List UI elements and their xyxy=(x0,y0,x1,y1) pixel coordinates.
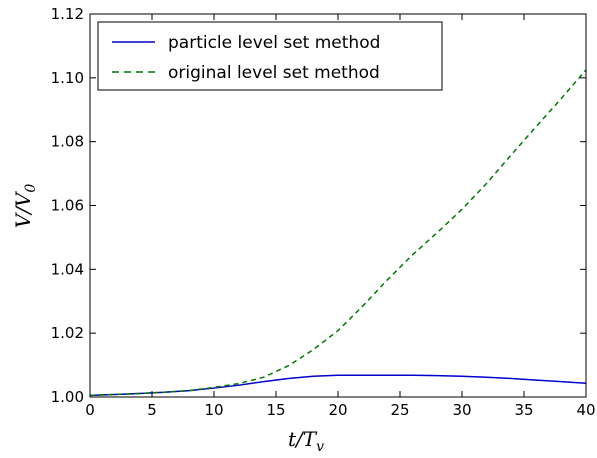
series-layer xyxy=(89,69,587,397)
svg-text:V/V0: V/V0 xyxy=(11,184,39,229)
x-tick-label: 25 xyxy=(390,401,409,419)
x-tick-label: 40 xyxy=(576,401,595,419)
x-axis-title: t/Tv xyxy=(288,427,324,455)
x-tick-label: 20 xyxy=(328,401,347,419)
x-axis-title-subscript: v xyxy=(316,439,324,455)
x-tick-label: 15 xyxy=(266,401,285,419)
x-tick-label: 30 xyxy=(452,401,471,419)
legend-box xyxy=(97,21,443,91)
x-tick-label: 5 xyxy=(147,401,157,419)
x-tick-label: 35 xyxy=(514,401,533,419)
legend: particle level set method original level… xyxy=(97,21,443,91)
series-line-original-level-set xyxy=(89,69,587,397)
legend-label-original-level-set: original level set method xyxy=(168,63,380,83)
y-tick-label: 1.08 xyxy=(51,133,84,151)
svg-text:t/Tv: t/Tv xyxy=(288,427,324,455)
y-axis-title: V/V0 xyxy=(11,184,39,229)
x-axis-title-main: t/T xyxy=(288,427,318,451)
y-tick-label: 1.04 xyxy=(51,260,84,278)
y-tick-label: 1.06 xyxy=(51,197,84,215)
x-tick-label: 0 xyxy=(85,401,95,419)
x-tick-label: 10 xyxy=(204,401,223,419)
tick-layer: 0 5 10 15 20 25 30 35 40 1.00 1.02 1.04 1.06 1.08 1.10… xyxy=(51,5,596,419)
y-axis-title-main: V/V xyxy=(11,190,35,228)
y-tick-label: 1.12 xyxy=(51,5,84,23)
legend-label-particle-level-set: particle level set method xyxy=(168,33,380,53)
y-tick-label: 1.00 xyxy=(51,388,84,406)
y-tick-label: 1.10 xyxy=(51,69,84,87)
plot-frame xyxy=(89,13,587,398)
y-tick-label: 1.02 xyxy=(51,324,84,342)
y-axis-title-subscript: 0 xyxy=(23,184,39,193)
